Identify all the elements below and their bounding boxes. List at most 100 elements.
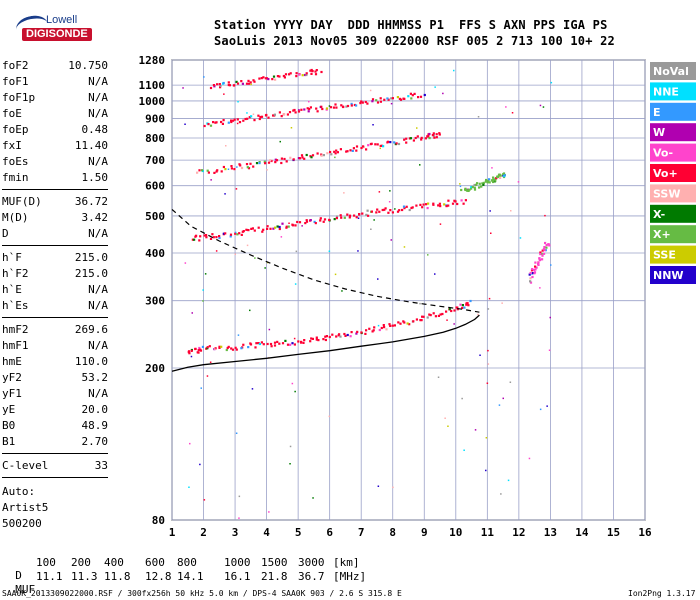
echo-point [481,182,484,185]
echo-point [294,224,297,227]
echo-point [266,227,269,230]
param-row: yF1 N/A [2,386,108,402]
noise-point [507,479,510,482]
echo-point [295,72,298,75]
echo-point [352,147,355,150]
echo-point [311,337,314,340]
echo-point [246,166,249,169]
echo-point [205,234,208,237]
echo-point [421,206,424,209]
param-value: N/A [88,91,108,104]
echo-point [240,347,243,350]
autoscaling-line: 500200 [2,517,42,530]
echo-point [422,315,425,318]
software-version: Ion2Png 1.3.17 [628,589,696,598]
noise-point [184,262,187,264]
echo-point [485,178,488,182]
noise-point [235,432,238,434]
echo-point [484,180,487,183]
echo-point [190,349,193,352]
echo-point [240,166,244,170]
echo-point [322,154,325,157]
echo-point [351,149,354,152]
x-tick-label: 1 [169,526,176,539]
echo-point [464,188,467,192]
noise-point [200,387,202,389]
echo-point [413,92,416,95]
noise-point [235,188,238,190]
echo-point [428,132,431,136]
echo-point [292,224,295,227]
echo-point [482,183,485,186]
echo-point [234,232,237,235]
noise-point [434,86,436,88]
echo-point [233,118,236,121]
echo-point [426,207,429,210]
echo-point [213,85,216,88]
echo-point [198,239,201,242]
echo-point [408,208,411,212]
echo-point [305,72,308,75]
echo-point [274,158,277,161]
echo-point [454,200,457,203]
param-name: yF2 [2,371,22,384]
echo-point [431,134,434,137]
x-tick-label: 14 [575,526,589,539]
noise-point [357,217,360,219]
echo-point [218,235,221,238]
echo-point [382,145,385,148]
echo-point [355,149,358,152]
echo-point [324,338,327,342]
noise-point [446,319,448,321]
echo-point [245,82,249,85]
echo-point [543,252,546,255]
echo-point [300,154,304,157]
echo-point [298,221,302,224]
echo-point [328,335,331,339]
param-name: foF1 [2,75,29,88]
param-row: foEs N/A [2,154,108,170]
muf-value-row: MUF [2,570,35,596]
muf-table-cell: 100 [36,556,56,569]
echo-point [380,326,383,330]
header-line-2: SaoLuis 2013 Nov05 309 022000 RSF 005 2 … [214,34,615,48]
echo-point [491,179,494,182]
echo-point [462,202,465,205]
echo-point [391,324,394,327]
echo-point [230,119,233,122]
echo-point [300,341,303,344]
echo-point [203,234,206,237]
echo-point [383,326,386,329]
param-row: hmF1 N/A [2,338,108,354]
noise-point [252,113,255,115]
noise-point [500,493,502,495]
legend-swatch [650,102,696,121]
noise-point [209,361,212,363]
echo-point [465,303,468,306]
echo-point [215,170,218,173]
echo-point [324,335,327,338]
legend-swatch [650,184,696,203]
echo-point [316,152,319,155]
echo-point [428,137,431,140]
noise-point [254,257,256,259]
echo-point [260,341,263,344]
echo-point [503,174,506,177]
echo-point [274,226,277,229]
echo-point [288,111,292,114]
x-tick-label: 4 [263,526,270,539]
echo-point [461,304,464,307]
echo-point [348,216,351,219]
echo-point [339,335,342,338]
echo-point [250,115,253,118]
echo-point [393,141,396,144]
echo-point [247,79,250,82]
param-row: hmF2 269.6 [2,322,108,338]
echo-point [387,140,390,143]
echo-point [409,137,412,140]
noise-point [357,250,359,252]
echo-point [309,69,312,72]
echo-point [539,253,542,256]
noise-point [279,140,281,143]
param-row: foF1 N/A [2,74,108,90]
